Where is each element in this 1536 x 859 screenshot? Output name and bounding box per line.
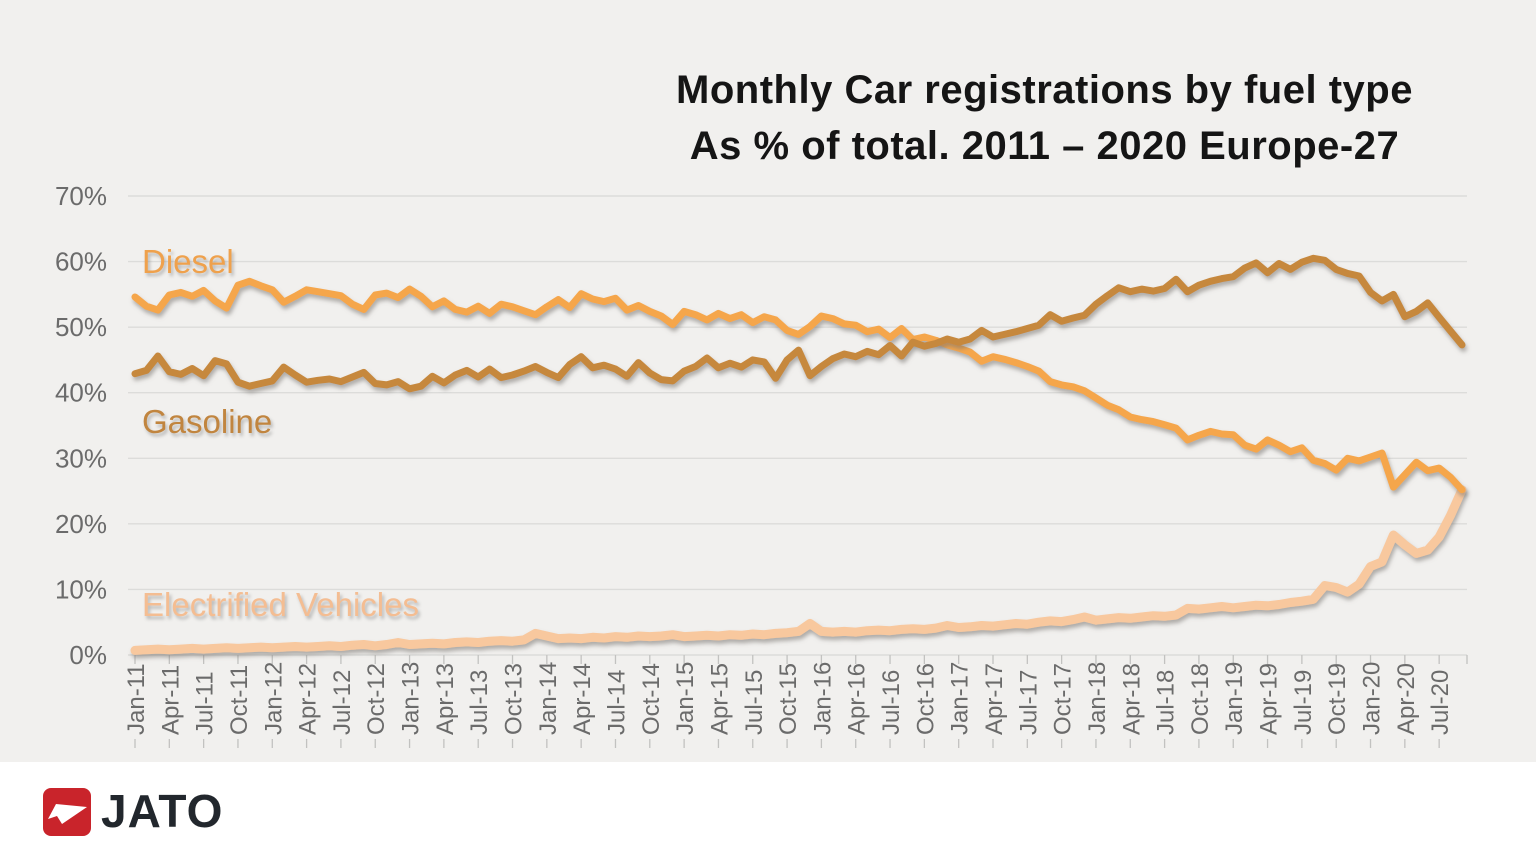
y-tick-label-10%: 10% <box>55 574 107 604</box>
series-label-gasoline: Gasoline <box>142 403 273 440</box>
y-tick-label-30%: 30% <box>55 443 107 473</box>
x-tick-label-Oct-17: Oct-17 <box>1050 663 1077 735</box>
y-tick-label-70%: 70% <box>55 181 107 211</box>
x-tick-label-Jul-11: Jul-11 <box>192 671 219 735</box>
footer-bar: JATO <box>0 762 1536 859</box>
x-axis-tick-labels: Jan-11 Apr-11 Jul-11 Oct-11 Jan-12 Apr-12 Jul-… <box>123 662 1454 735</box>
x-tick-label-Jul-13: Jul-13 <box>466 670 493 735</box>
y-tick-label-50%: 50% <box>55 312 107 342</box>
chart-title: Monthly Car registrations by fuel type A… <box>552 62 1536 174</box>
x-tick-label-Apr-11: Apr-11 <box>157 665 184 735</box>
electrified-vehicles-line <box>130 485 1467 655</box>
x-tick-label-Apr-19: Apr-19 <box>1256 663 1283 735</box>
x-tick-label-Oct-19: Oct-19 <box>1324 663 1351 735</box>
x-tick-label-Oct-12: Oct-12 <box>363 663 390 735</box>
brand-name: JATO <box>101 785 224 837</box>
chart-title-line2: As % of total. 2011 – 2020 Europe-27 <box>689 124 1400 168</box>
x-tick-label-Jan-17: Jan-17 <box>947 662 974 735</box>
x-tick-label-Oct-13: Oct-13 <box>501 663 528 735</box>
x-tick-label-Apr-17: Apr-17 <box>981 663 1008 735</box>
x-tick-label-Oct-15: Oct-15 <box>775 663 802 735</box>
y-tick-label-20%: 20% <box>55 509 107 539</box>
x-tick-label-Apr-14: Apr-14 <box>569 663 596 735</box>
x-tick-label-Jul-20: Jul-20 <box>1427 670 1454 735</box>
y-tick-label-60%: 60% <box>55 247 107 277</box>
x-tick-label-Oct-18: Oct-18 <box>1187 663 1214 735</box>
x-tick-label-Jan-19: Jan-19 <box>1221 662 1248 735</box>
y-tick-label-40%: 40% <box>55 378 107 408</box>
x-tick-label-Oct-11: Oct-11 <box>226 665 253 735</box>
x-tick-label-Jan-20: Jan-20 <box>1359 662 1386 735</box>
jato-arrow-icon <box>48 804 87 824</box>
x-tick-label-Jul-14: Jul-14 <box>603 670 630 735</box>
x-tick-label-Apr-16: Apr-16 <box>844 663 871 735</box>
x-tick-label-Apr-18: Apr-18 <box>1118 663 1145 735</box>
x-tick-label-Jul-17: Jul-17 <box>1015 670 1042 735</box>
chart-title-line1: Monthly Car registrations by fuel type <box>676 68 1413 112</box>
x-axis-tick-marks <box>134 655 1468 748</box>
x-tick-label-Apr-15: Apr-15 <box>706 663 733 735</box>
x-tick-label-Jul-16: Jul-16 <box>878 670 905 735</box>
x-tick-label-Jan-16: Jan-16 <box>809 662 836 735</box>
x-tick-label-Apr-12: Apr-12 <box>295 663 322 735</box>
x-tick-label-Jul-12: Jul-12 <box>329 670 356 735</box>
series-label-diesel: Diesel <box>142 243 234 280</box>
x-tick-label-Jan-18: Jan-18 <box>1084 662 1111 735</box>
x-tick-label-Apr-13: Apr-13 <box>432 663 459 735</box>
x-tick-label-Jan-14: Jan-14 <box>535 662 562 735</box>
x-tick-label-Jan-13: Jan-13 <box>398 662 425 735</box>
x-tick-label-Oct-14: Oct-14 <box>638 663 665 735</box>
x-tick-label-Jul-18: Jul-18 <box>1153 670 1180 735</box>
y-tick-label-0%: 0% <box>69 640 107 670</box>
series-label-electrified-vehicles: Electrified Vehicles <box>142 586 419 623</box>
y-axis-tick-labels: 70% 60% 50% 40% 30% 20% 10% 0% <box>55 181 107 670</box>
line-chart-plot: 70% 60% 50% 40% 30% 20% 10% 0% Jan-11 Apr-11 Jul-… <box>55 181 1468 748</box>
gridlines <box>128 195 1467 656</box>
x-tick-label-Jul-19: Jul-19 <box>1290 670 1317 735</box>
x-tick-label-Jul-15: Jul-15 <box>741 670 768 735</box>
x-tick-label-Jan-11: Jan-11 <box>123 663 150 735</box>
x-tick-label-Oct-16: Oct-16 <box>912 663 939 735</box>
diesel-line <box>131 277 1466 494</box>
gasoline-line <box>131 254 1466 393</box>
jato-logo <box>43 788 91 836</box>
x-tick-label-Apr-20: Apr-20 <box>1393 663 1420 735</box>
x-tick-label-Jan-15: Jan-15 <box>672 662 699 735</box>
series-lines <box>130 254 1467 655</box>
x-tick-label-Jan-12: Jan-12 <box>260 662 287 735</box>
